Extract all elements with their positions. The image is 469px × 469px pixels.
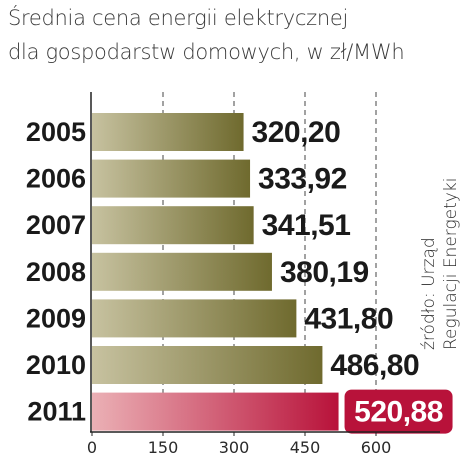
source-note: źródło: Urząd Regulacji Energetyki xyxy=(419,178,461,350)
value-label: 520,88 xyxy=(354,396,443,429)
bar xyxy=(92,113,244,151)
bar xyxy=(92,346,323,384)
x-tick-label: 150 xyxy=(148,438,179,457)
bar xyxy=(92,299,297,338)
source-line: źródło: Urząd xyxy=(419,237,439,350)
bar xyxy=(92,392,339,431)
x-tick-label: 600 xyxy=(361,438,392,457)
category-label: 2011 xyxy=(27,397,86,427)
x-tick-label: 300 xyxy=(219,438,250,457)
value-label: 320,20 xyxy=(252,116,341,149)
chart-title-line-1: Średnia cena energii elektrycznej xyxy=(8,6,348,30)
bar xyxy=(92,159,251,198)
category-label: 2005 xyxy=(26,117,86,147)
category-label: 2008 xyxy=(26,257,86,287)
value-label: 431,80 xyxy=(304,302,393,335)
category-label: 2007 xyxy=(26,210,86,240)
category-label: 2006 xyxy=(26,164,86,194)
bar xyxy=(92,206,254,245)
value-label: 333,92 xyxy=(258,163,347,196)
value-label: 380,19 xyxy=(280,256,369,289)
category-label: 2010 xyxy=(26,350,86,380)
x-axis: 0 150 300 450 600 xyxy=(87,92,440,457)
value-label: 341,51 xyxy=(262,209,351,242)
x-tick-label: 450 xyxy=(290,438,321,457)
x-tick-label: 0 xyxy=(87,438,97,457)
chart-title-line-2: dla gospodarstw domowych, w zł/MWh xyxy=(8,40,405,64)
value-label: 486,80 xyxy=(330,349,419,382)
highlight-label-background xyxy=(344,389,453,434)
category-label: 2009 xyxy=(26,303,86,333)
bar xyxy=(92,252,272,291)
source-line: Regulacji Energetyki xyxy=(441,178,461,350)
bars: 2005 320,20 2006 333,92 2007 341,51 2008 380,19… xyxy=(26,113,453,434)
